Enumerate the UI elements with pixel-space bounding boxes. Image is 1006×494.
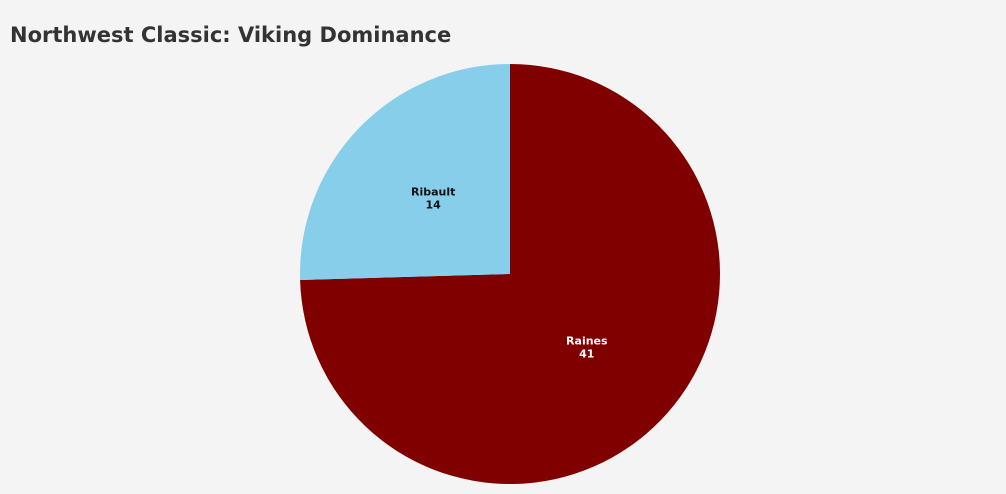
pie-slice bbox=[300, 64, 720, 484]
slice-value: 41 bbox=[579, 348, 594, 361]
slice-label: Raines bbox=[566, 335, 608, 348]
pie-slice bbox=[300, 64, 510, 280]
slice-value: 14 bbox=[426, 198, 442, 211]
slice-label: Ribault bbox=[411, 185, 455, 198]
chart-title: Northwest Classic: Viking Dominance bbox=[10, 23, 451, 47]
